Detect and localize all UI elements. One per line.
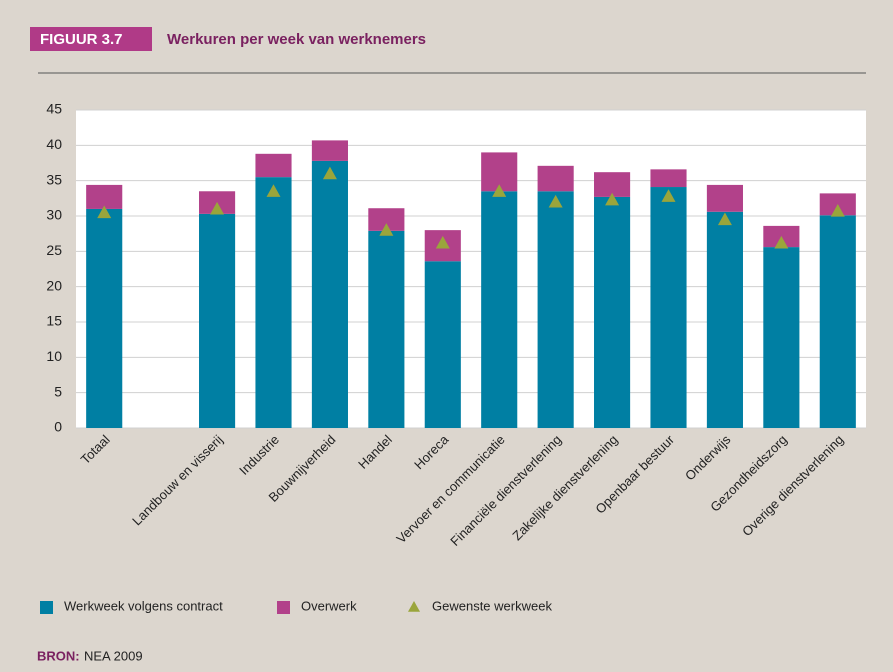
bar <box>368 230 405 428</box>
bar <box>255 177 292 428</box>
y-tick-label: 45 <box>46 101 62 117</box>
y-tick-label: 5 <box>54 383 62 399</box>
bar <box>311 140 348 161</box>
bar <box>819 215 856 428</box>
bar <box>255 153 292 178</box>
figure-label-box <box>30 27 152 51</box>
bar <box>311 160 348 428</box>
source-label: BRON: <box>37 648 80 663</box>
y-tick-label: 15 <box>46 313 62 329</box>
bar <box>537 191 574 428</box>
y-tick-label: 35 <box>46 171 62 187</box>
bar <box>537 165 574 192</box>
bar <box>650 169 687 188</box>
marker <box>266 184 281 197</box>
bar <box>86 184 123 209</box>
bar <box>650 187 687 428</box>
marker <box>605 192 620 206</box>
plot-area <box>76 110 866 428</box>
bar <box>368 208 405 231</box>
y-tick-label: 20 <box>46 277 62 293</box>
bar <box>706 184 743 212</box>
source: NEA 2009 <box>84 648 143 663</box>
marker <box>774 235 789 249</box>
legend-marker <box>408 601 420 612</box>
legend-label: Werkweek volgens contract <box>64 598 223 613</box>
y-tick-label: 30 <box>46 207 62 223</box>
marker <box>548 194 563 208</box>
bar <box>424 261 461 428</box>
bar <box>594 196 631 428</box>
marker <box>322 166 337 180</box>
y-tick-label: 10 <box>46 348 62 364</box>
bar <box>481 191 518 428</box>
marker <box>661 189 676 202</box>
marker <box>435 235 450 249</box>
marker <box>492 184 507 197</box>
y-tick-label: 0 <box>54 419 62 435</box>
legend-swatch <box>40 601 53 614</box>
bar <box>199 213 236 428</box>
marker <box>210 201 225 215</box>
marker <box>97 205 112 219</box>
chart-title: Werkuren per week van werknemers <box>167 31 426 48</box>
bar <box>763 247 800 428</box>
marker <box>379 223 394 236</box>
figure-label: FIGUUR 3.7 <box>40 31 123 48</box>
y-tick-label: 25 <box>46 242 62 258</box>
bar <box>706 211 743 428</box>
marker <box>717 212 732 226</box>
y-tick-label: 40 <box>46 136 62 152</box>
bar <box>86 208 123 428</box>
marker <box>830 204 845 217</box>
legend-label: Overwerk <box>301 598 357 613</box>
legend-swatch <box>277 601 290 614</box>
legend-label: Gewenste werkweek <box>432 598 552 613</box>
